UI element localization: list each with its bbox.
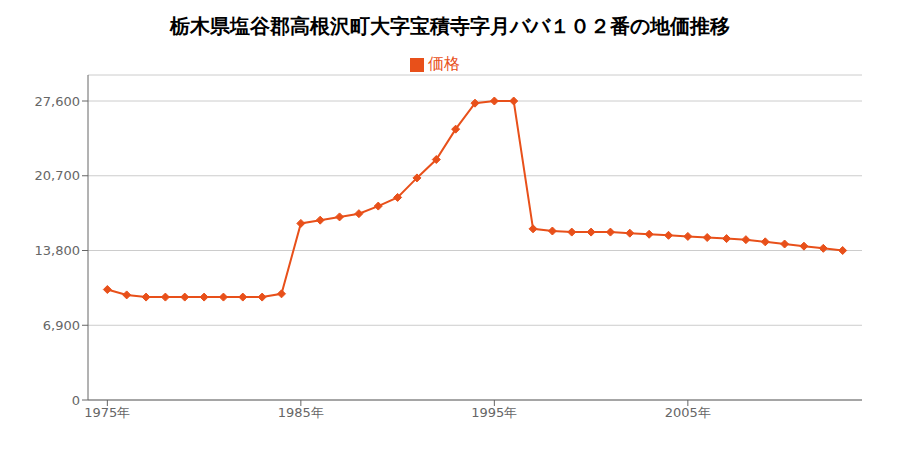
svg-text:20,700: 20,700: [35, 168, 81, 183]
svg-text:27,600: 27,600: [35, 94, 81, 109]
svg-text:13,800: 13,800: [35, 243, 81, 258]
svg-text:2005年: 2005年: [665, 405, 711, 420]
svg-text:1975年: 1975年: [84, 405, 130, 420]
svg-text:0: 0: [72, 393, 80, 408]
html-text:栃木県塩谷郡高根沢町大字宝積寺字月ババ１０２番の地価推移: 栃木県塩谷郡高根沢町大字宝積寺字月ババ１０２番の地価推移: [170, 14, 730, 38]
svg-text:1985年: 1985年: [278, 405, 324, 420]
svg-text:6,900: 6,900: [43, 318, 80, 333]
svg-text:1995年: 1995年: [471, 405, 517, 420]
html-text:価格: 価格: [428, 54, 460, 73]
